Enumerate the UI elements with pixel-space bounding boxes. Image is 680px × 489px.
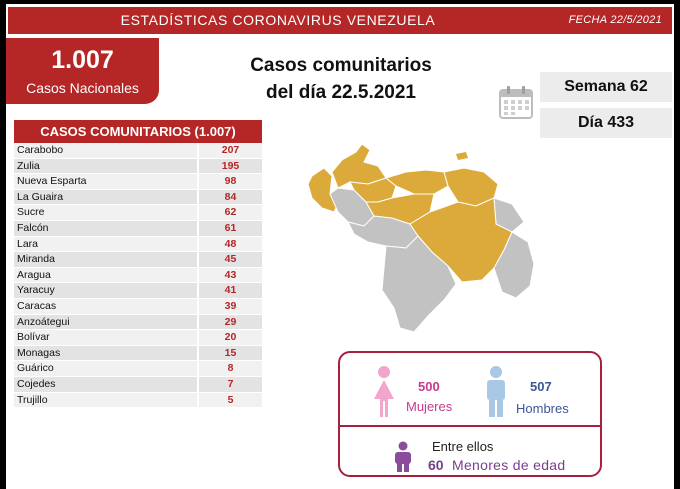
state-name: Anzoátegui <box>17 315 70 328</box>
woman-icon <box>370 365 398 424</box>
state-cases: 5 <box>197 392 262 408</box>
map-region-amazonas <box>381 235 457 333</box>
minors-count: 60 <box>428 457 444 473</box>
infographic: ESTADÍSTICAS CORONAVIRUS VENEZUELA FECHA… <box>6 4 674 489</box>
state-cases: 29 <box>197 314 262 330</box>
state-name: Monagas <box>17 346 61 359</box>
headline-line-1: Casos comunitarios <box>250 55 432 76</box>
state-name: Caracas <box>17 299 57 312</box>
venezuela-map <box>298 132 538 345</box>
header-date: FECHA 22/5/2021 <box>568 14 662 26</box>
table-row: Miranda 45 <box>14 252 262 268</box>
women-label: Mujeres <box>406 399 453 414</box>
state-cases: 48 <box>197 236 262 252</box>
table-row: Carabobo 207 <box>14 143 262 159</box>
state-name: Cojedes <box>17 377 56 390</box>
map-region-nueva-esparta <box>456 152 468 160</box>
among-them-label: Entre ellos <box>432 439 494 454</box>
men-count: 507 <box>530 379 552 394</box>
gender-divider <box>340 425 600 427</box>
state-name: Yaracuy <box>17 284 55 297</box>
map-region-falcon <box>331 143 387 189</box>
table-row: Bolívar 20 <box>14 330 262 346</box>
state-name: Guárico <box>17 362 54 375</box>
state-name: Trujillo <box>17 393 48 406</box>
headline: Casos comunitarios del día 22.5.2021 <box>226 52 456 106</box>
table-row: Falcón 61 <box>14 220 262 237</box>
table-row: Caracas 39 <box>14 298 262 315</box>
state-cases: 84 <box>197 189 262 205</box>
state-cases: 41 <box>197 283 262 298</box>
child-icon <box>392 441 414 478</box>
minors-label: Menores de edad <box>452 457 566 473</box>
state-name: Aragua <box>17 268 51 281</box>
state-name: Sucre <box>17 206 45 219</box>
header-title: ESTADÍSTICAS CORONAVIRUS VENEZUELA <box>120 12 436 28</box>
map-region-guarico <box>365 193 435 225</box>
state-cases: 195 <box>197 158 262 174</box>
table-row: Cojedes 7 <box>14 376 262 393</box>
table-row: Lara 48 <box>14 236 262 253</box>
women-count: 500 <box>418 379 440 394</box>
state-name: Lara <box>17 237 39 250</box>
table-row: Trujillo 5 <box>14 392 262 409</box>
table-row: Aragua 43 <box>14 267 262 284</box>
state-name: Nueva Esparta <box>17 175 87 188</box>
national-cases-box: 1.007 Casos Nacionales <box>6 38 159 104</box>
state-cases: 7 <box>197 376 262 392</box>
state-name: La Guaira <box>17 190 64 203</box>
headline-line-2: del día 22.5.2021 <box>266 82 416 103</box>
men-label: Hombres <box>516 401 569 416</box>
table-row: Sucre 62 <box>14 205 262 221</box>
state-name: Carabobo <box>17 144 64 156</box>
man-icon <box>482 365 510 424</box>
map-region-central <box>384 169 449 195</box>
state-name: Falcón <box>17 221 49 234</box>
table-row: Monagas 15 <box>14 345 262 362</box>
state-name: Bolívar <box>17 331 50 344</box>
table-row: Yaracuy 41 <box>14 283 262 299</box>
table-row: Nueva Esparta 98 <box>14 174 262 190</box>
state-cases: 43 <box>197 267 262 283</box>
state-cases: 61 <box>197 220 262 236</box>
state-name: Zulia <box>17 159 40 172</box>
state-cases: 20 <box>197 330 262 345</box>
state-name: Miranda <box>17 253 55 266</box>
national-cases-label: Casos Nacionales <box>26 80 139 96</box>
state-cases: 45 <box>197 252 262 267</box>
table-row: Zulia 195 <box>14 158 262 175</box>
week-box: Semana 62 <box>540 72 672 102</box>
state-cases: 98 <box>197 174 262 189</box>
header-bar: ESTADÍSTICAS CORONAVIRUS VENEZUELA FECHA… <box>8 7 672 34</box>
state-cases: 15 <box>197 345 262 361</box>
table-row: Anzoátegui 29 <box>14 314 262 331</box>
national-cases-count: 1.007 <box>51 46 114 74</box>
table-title: CASOS COMUNITARIOS (1.007) <box>14 120 262 143</box>
state-cases: 207 <box>197 143 262 158</box>
state-cases: 39 <box>197 298 262 314</box>
state-cases: 62 <box>197 205 262 220</box>
day-box: Día 433 <box>540 108 672 138</box>
map-region-esequiba <box>493 231 535 299</box>
table-row: Guárico 8 <box>14 361 262 377</box>
gender-breakdown-box: 500 Mujeres 507 Hombres Entre ellos 60 M… <box>338 351 602 477</box>
cases-table: Carabobo 207 Zulia 195 Nueva Esparta 98 La Gua… <box>14 143 262 409</box>
state-cases: 8 <box>197 361 262 376</box>
table-row: La Guaira 84 <box>14 189 262 206</box>
calendar-icon <box>498 84 534 125</box>
